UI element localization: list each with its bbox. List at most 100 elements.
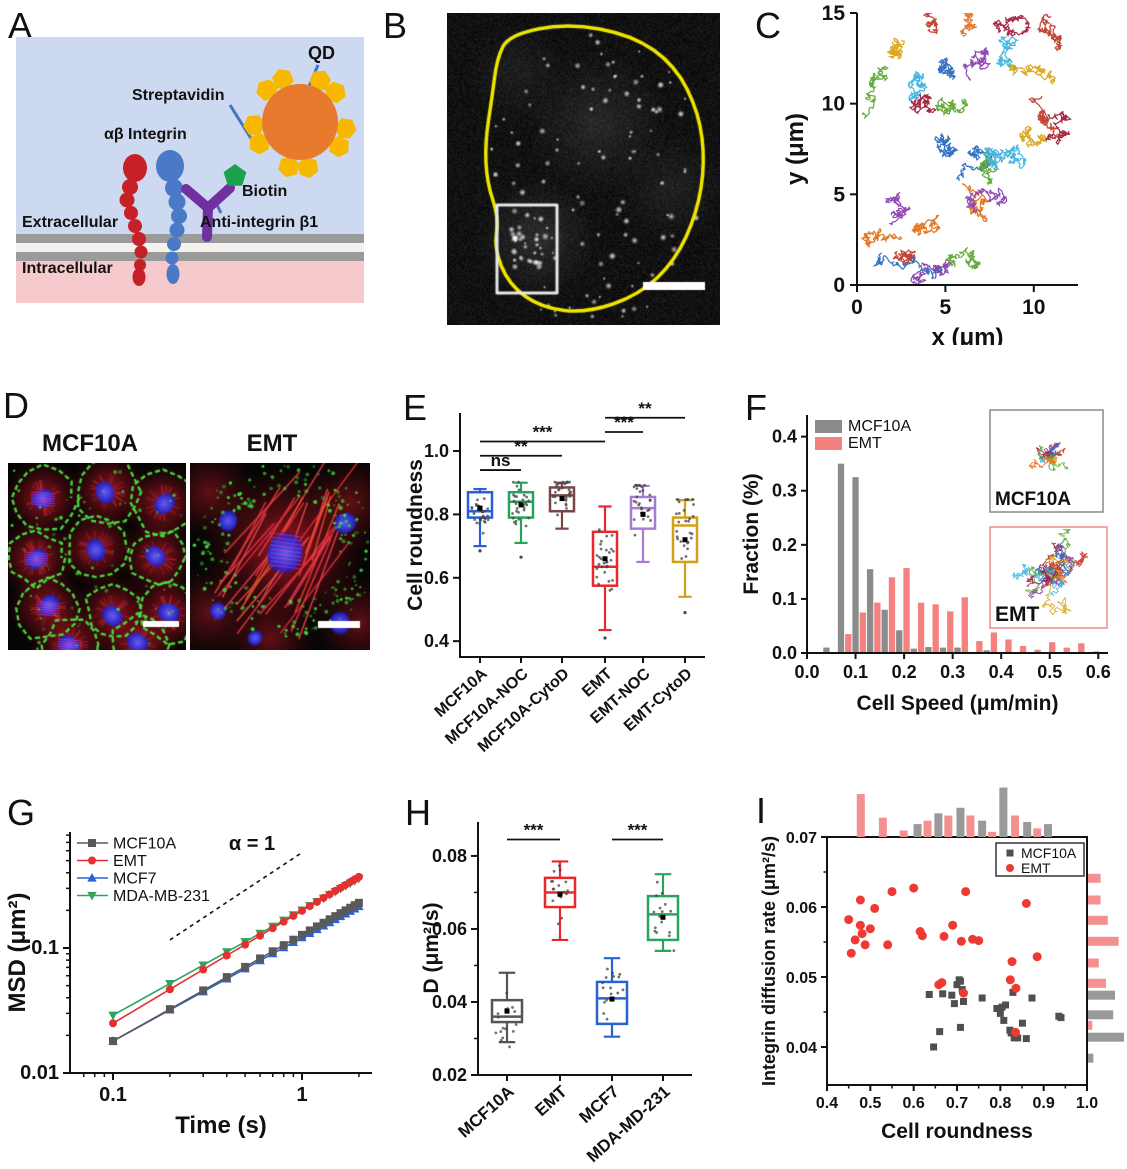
- svg-text:MCF7: MCF7: [576, 1082, 623, 1127]
- svg-text:Fraction (%): Fraction (%): [740, 473, 763, 594]
- panel-i: I 0.4 0.5 0.6 0.7 0.8 0.9 1.0 0.04 0.05 0.06 0.07 M…: [730, 755, 1127, 1169]
- panel-letter-d: D: [3, 385, 29, 426]
- svg-text:EMT: EMT: [531, 1081, 571, 1120]
- svg-text:0.04: 0.04: [786, 1040, 817, 1057]
- svg-text:EMT: EMT: [113, 853, 147, 870]
- membrane-gap: [16, 243, 364, 252]
- roundness-diffusion-scatter-svg: 0.4 0.5 0.6 0.7 0.8 0.9 1.0 0.04 0.05 0.06 0.07 MCF…: [759, 787, 1124, 1143]
- panel-letter-c: C: [755, 5, 781, 46]
- svg-text:ns: ns: [491, 451, 511, 470]
- svg-text:0.4: 0.4: [772, 427, 797, 447]
- svg-text:Cell Speed (μm/min): Cell Speed (μm/min): [857, 692, 1059, 715]
- svg-text:x (μm): x (μm): [931, 324, 1003, 345]
- svg-text:MSD (μm²): MSD (μm²): [4, 893, 31, 1013]
- panel-a: A QD Streptavidin αβ Integrin Biotin Ant…: [0, 0, 380, 340]
- svg-text:MCF10A: MCF10A: [995, 489, 1071, 510]
- diffusion-boxplot-svg: 0.020.040.060.08*** ***MCF10A EMT MCF7MDA-M…: [420, 821, 692, 1166]
- svg-text:15: 15: [822, 2, 846, 25]
- svg-text:EMT: EMT: [1021, 860, 1051, 876]
- svg-text:0.02: 0.02: [432, 1065, 467, 1085]
- svg-text:0.6: 0.6: [424, 568, 449, 588]
- svg-text:0.4: 0.4: [989, 662, 1014, 682]
- svg-text:0.4: 0.4: [816, 1095, 838, 1112]
- svg-text:**: **: [638, 399, 652, 418]
- svg-text:MCF10A: MCF10A: [113, 836, 176, 853]
- svg-text:0.08: 0.08: [432, 846, 467, 866]
- svg-text:0.1: 0.1: [772, 589, 797, 609]
- svg-text:EMT: EMT: [995, 603, 1040, 626]
- svg-text:0.1: 0.1: [99, 1084, 127, 1106]
- panel-letter-e: E: [403, 387, 428, 428]
- extracellular-label: Extracellular: [22, 214, 119, 231]
- svg-text:**: **: [514, 437, 528, 456]
- svg-text:5: 5: [833, 183, 845, 206]
- svg-text:0.04: 0.04: [432, 992, 467, 1012]
- integrin-qd-schematic: QD Streptavidin αβ Integrin Biotin Anti-…: [16, 37, 364, 303]
- svg-text:EMT: EMT: [848, 435, 882, 452]
- svg-text:0: 0: [833, 274, 845, 297]
- svg-text:Time (s): Time (s): [175, 1112, 267, 1139]
- svg-text:0.8: 0.8: [989, 1095, 1011, 1112]
- cell-speed-histogram-svg: 0.0 0.1 0.2 0.3 0.4 0.5 0.6 0.0 0.1 0.2 0.3 0.4 Cell…: [740, 409, 1111, 715]
- svg-text:0.3: 0.3: [772, 481, 797, 501]
- mcf10a-image-label: MCF10A: [41, 430, 139, 457]
- svg-text:Integrin diffusion rate (μm²/s: Integrin diffusion rate (μm²/s): [759, 836, 779, 1086]
- schematic-molecules-svg: [119, 64, 357, 286]
- mcf10a-fluorescence-canvas: [8, 463, 186, 650]
- panel-d: D MCF10A EMT: [0, 380, 395, 670]
- svg-text:1.0: 1.0: [424, 441, 449, 461]
- svg-text:0.5: 0.5: [1037, 662, 1062, 682]
- svg-text:0.6: 0.6: [1086, 662, 1111, 682]
- svg-text:0.05: 0.05: [786, 970, 817, 987]
- antibody-label: Anti-integrin β1: [200, 214, 319, 231]
- panel-c: C 0 5 10 0 5 10 15 x (μm) y (μm): [725, 0, 1127, 345]
- svg-text:Cell roundness: Cell roundness: [404, 459, 427, 611]
- qd-label: QD: [308, 43, 335, 63]
- svg-text:***: ***: [524, 821, 544, 840]
- svg-text:0.1: 0.1: [843, 662, 868, 682]
- svg-text:0.4: 0.4: [424, 631, 449, 651]
- svg-text:0.9: 0.9: [1033, 1095, 1055, 1112]
- trajectory-plot-svg: 0 5 10 0 5 10 15 x (μm) y (μm): [782, 2, 1078, 345]
- svg-text:y (μm): y (μm): [782, 113, 809, 185]
- panel-letter-b: B: [383, 5, 408, 46]
- svg-text:MCF7: MCF7: [113, 871, 157, 888]
- panel-letter-i: I: [756, 790, 767, 831]
- svg-text:0.07: 0.07: [786, 830, 817, 847]
- emt-fluorescence-canvas: [190, 463, 370, 650]
- svg-text:1: 1: [296, 1084, 307, 1106]
- panel-letter-g: G: [7, 792, 36, 833]
- svg-text:MCF10A: MCF10A: [848, 418, 911, 435]
- svg-text:0.5: 0.5: [859, 1095, 881, 1112]
- svg-text:0: 0: [851, 296, 863, 319]
- svg-text:MCF10A: MCF10A: [454, 1082, 517, 1142]
- qd-microscopy-canvas: [447, 13, 720, 325]
- intracellular-region: [16, 261, 364, 303]
- svg-text:***: ***: [533, 423, 553, 442]
- membrane-outer-bar: [16, 234, 364, 243]
- svg-text:MCF10A: MCF10A: [1021, 845, 1077, 861]
- svg-text:0.3: 0.3: [940, 662, 965, 682]
- cell-roundness-boxplot-svg: 0.40.60.81.0 ns**********MCF10AMCF10A-NOC…: [404, 399, 705, 752]
- panel-f: F 0.0 0.1 0.2 0.3 0.4 0.5 0.6 0.0 0.1 0.2 0.3 0.4 Ce…: [738, 380, 1127, 752]
- svg-text:5: 5: [940, 296, 952, 319]
- svg-text:α = 1: α = 1: [229, 833, 275, 855]
- panel-b: B: [380, 0, 725, 340]
- svg-text:***: ***: [628, 821, 648, 840]
- panel-letter-h: H: [405, 792, 431, 833]
- svg-text:0.01: 0.01: [20, 1062, 59, 1084]
- panel-g: G 0.1 1 0.01 0.1 α = 1 MCF10A EMT MCF7 MDA-MB-23…: [0, 755, 400, 1169]
- svg-text:0.2: 0.2: [772, 535, 797, 555]
- svg-text:10: 10: [822, 93, 845, 116]
- svg-text:0.06: 0.06: [786, 900, 817, 917]
- svg-text:Cell roundness: Cell roundness: [881, 1120, 1033, 1143]
- svg-text:MDA-MB-231: MDA-MB-231: [113, 888, 210, 905]
- emt-image-label: EMT: [246, 430, 298, 457]
- svg-text:0.7: 0.7: [946, 1095, 968, 1112]
- svg-text:***: ***: [614, 413, 634, 432]
- biotin-label: Biotin: [242, 183, 288, 200]
- streptavidin-label: Streptavidin: [132, 87, 225, 104]
- svg-text:0.1: 0.1: [31, 937, 59, 959]
